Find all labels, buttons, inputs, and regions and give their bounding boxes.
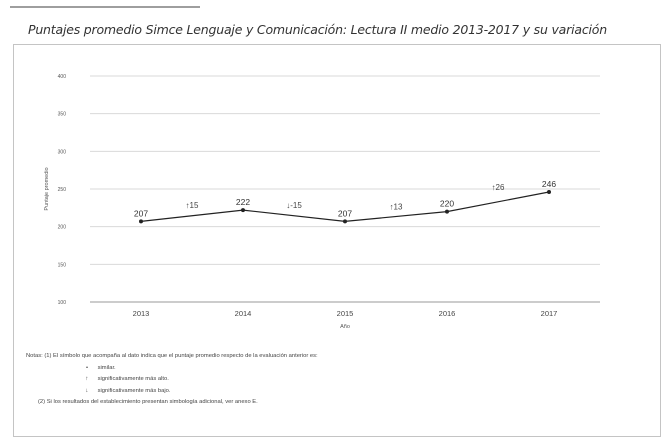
note-lower: ↓ significativamente más bajo. (26, 386, 318, 398)
page-title: Puntajes promedio Simce Lenguaje y Comun… (28, 22, 607, 37)
variation-label: ↑26 (492, 183, 505, 192)
x-tick-label: 2014 (235, 309, 252, 318)
y-tick-label: 250 (58, 187, 67, 193)
data-point (241, 208, 245, 213)
data-point (139, 219, 143, 224)
y-tick-label: 400 (58, 74, 67, 80)
data-point (547, 190, 551, 195)
data-point (445, 209, 449, 214)
y-axis-label: Puntaje promedio (44, 167, 50, 210)
chart-frame (13, 44, 661, 437)
note-higher: ↑ significativamente más alto. (26, 374, 318, 386)
x-tick-label: 2013 (133, 309, 150, 318)
note-similar: • similar. (26, 363, 318, 375)
lower-text: significativamente más bajo. (97, 387, 171, 394)
data-label: 246 (542, 179, 556, 189)
higher-text: significativamente más alto. (97, 376, 169, 382)
y-tick-label: 200 (58, 225, 67, 231)
variation-label: ↑15 (186, 201, 199, 210)
notes: Notas: (1) El símbolo que acompaña al da… (26, 351, 318, 409)
x-tick-label: 2017 (541, 309, 558, 318)
similar-symbol: • (85, 364, 89, 371)
data-point (343, 219, 347, 224)
data-label: 222 (236, 197, 250, 207)
data-label: 220 (440, 199, 454, 209)
top-rule (10, 6, 200, 8)
data-label: 207 (338, 208, 352, 218)
note-2: (2) Si los resultados del establecimient… (38, 399, 258, 405)
y-tick-label: 150 (58, 262, 67, 268)
notes-heading: Notas: (1) El símbolo que acompaña al da… (26, 353, 318, 359)
y-tick-label: 350 (58, 112, 67, 118)
arrow-down-icon: ↓ (85, 387, 89, 394)
x-tick-label: 2016 (439, 309, 456, 318)
similar-text: similar. (97, 364, 116, 371)
variation-label: ↓-15 (286, 201, 302, 210)
variation-label: ↑13 (390, 203, 403, 212)
y-tick-label: 100 (58, 300, 67, 306)
x-axis-label: Año (340, 324, 350, 330)
arrow-up-icon: ↑ (85, 376, 89, 382)
y-tick-label: 300 (58, 149, 67, 155)
data-label: 207 (134, 208, 148, 218)
x-tick-label: 2015 (337, 309, 354, 318)
